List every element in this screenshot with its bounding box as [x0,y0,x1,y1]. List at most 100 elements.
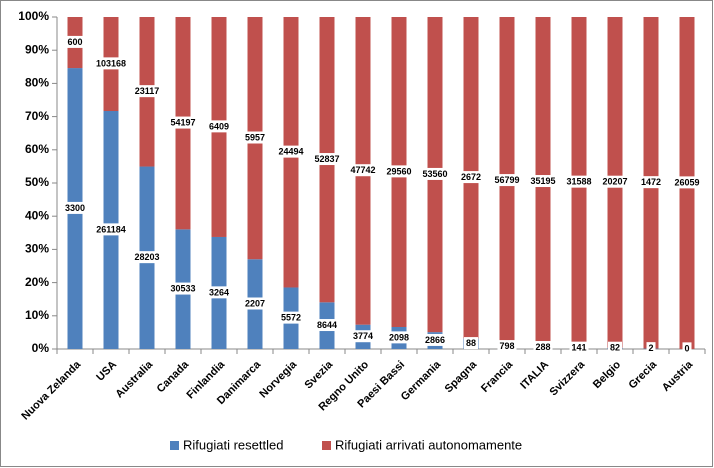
data-label: 3264 [209,287,229,297]
data-label-bg [242,297,268,310]
data-label-bg [206,286,232,299]
data-label-group: 31588 [564,175,594,188]
data-label: 56799 [494,175,519,185]
legend-label: Rifugiati resettled [183,437,283,452]
data-label-bg [168,116,198,129]
y-tick-label: 50% [25,175,49,189]
y-tick-label: 10% [25,308,49,322]
y-tick-label: 40% [25,208,49,222]
data-label-bg [62,201,88,214]
y-tick-label: 20% [25,275,49,289]
data-label-group: 88 [463,337,479,350]
data-label-group: 600 [65,35,85,48]
data-label-group: 26059 [672,176,702,189]
data-label-bg [497,340,517,353]
data-label-bg [463,337,479,350]
y-tick-label: 60% [25,142,49,156]
data-label-bg [384,165,414,178]
data-label: 23117 [135,86,160,96]
data-label-group: 82 [607,341,623,354]
data-label-group: 20207 [600,175,630,188]
data-label-bg [492,174,522,187]
data-label-bg [607,341,623,354]
data-label-bg [564,175,594,188]
data-label: 141 [571,343,586,353]
data-label-bg [672,176,702,189]
data-label-group: 3264 [206,286,232,299]
data-label-group: 2098 [386,331,412,344]
data-label-group: 52837 [312,153,342,166]
data-label: 29560 [386,166,411,176]
data-label-group: 2207 [242,297,268,310]
y-tick-label: 100% [18,9,49,23]
data-label: 30533 [170,284,195,294]
data-label: 2672 [461,172,481,182]
data-label: 103168 [96,58,126,68]
data-label-bg [600,175,630,188]
data-label: 600 [67,37,82,47]
data-label-bg [528,175,558,188]
data-label-bg [94,223,128,236]
data-label-group: 103168 [93,57,129,70]
data-label-bg [350,330,376,343]
data-label-bg [206,120,232,133]
data-label-group: 261184 [94,223,128,236]
data-label: 24494 [278,147,303,157]
data-label-group: 54197 [168,116,198,129]
data-label-bg [682,342,692,355]
data-label-group: 6409 [206,120,232,133]
data-label-bg [132,251,162,264]
data-label-bg [65,35,85,48]
data-label-bg [422,333,448,346]
data-label: 28203 [134,252,159,262]
data-label: 8644 [317,320,337,330]
data-label-group: 288 [533,341,553,354]
data-label: 1472 [641,177,661,187]
data-label: 0 [684,343,689,353]
data-label-bg [242,131,268,144]
data-label: 798 [499,341,514,351]
data-label-bg [386,331,412,344]
data-label-group: 24494 [276,145,306,158]
data-label-group: 1472 [638,176,664,189]
data-label-group: 53560 [420,167,450,180]
data-label-group: 141 [569,341,589,354]
legend-label: Rifugiati arrivati autonomamente [335,437,522,452]
data-label: 288 [535,342,550,352]
data-label-bg [458,171,484,184]
data-label-group: 28203 [132,251,162,264]
data-label: 31588 [566,177,591,187]
data-label: 5572 [281,313,301,323]
data-label-group: 8644 [314,319,340,332]
data-label-bg [646,342,656,355]
data-label: 26059 [674,177,699,187]
data-label-bg [348,164,378,177]
data-label-group: 5957 [242,131,268,144]
data-label-bg [312,153,342,166]
data-label: 88 [466,338,476,348]
data-label: 3300 [65,203,85,213]
data-label: 2 [648,343,653,353]
data-label: 261184 [96,224,126,234]
data-label-bg [420,167,450,180]
data-label-bg [168,282,198,295]
data-label-bg [276,145,306,158]
data-label-group: 2866 [422,333,448,346]
data-label-group: 35195 [528,175,558,188]
data-label-bg [569,341,589,354]
data-label-bg [638,176,664,189]
data-label: 54197 [170,118,195,128]
data-label-group: 0 [682,342,692,355]
data-label: 82 [610,343,620,353]
y-tick-label: 80% [25,76,49,90]
data-label-group: 2672 [458,171,484,184]
data-label: 52837 [314,154,339,164]
data-label-bg [278,311,304,324]
data-label-group: 798 [497,340,517,353]
data-label-group: 47742 [348,164,378,177]
data-label-group: 2 [646,342,656,355]
data-label-bg [93,57,129,70]
data-label-group: 5572 [278,311,304,324]
data-label-group: 56799 [492,174,522,187]
